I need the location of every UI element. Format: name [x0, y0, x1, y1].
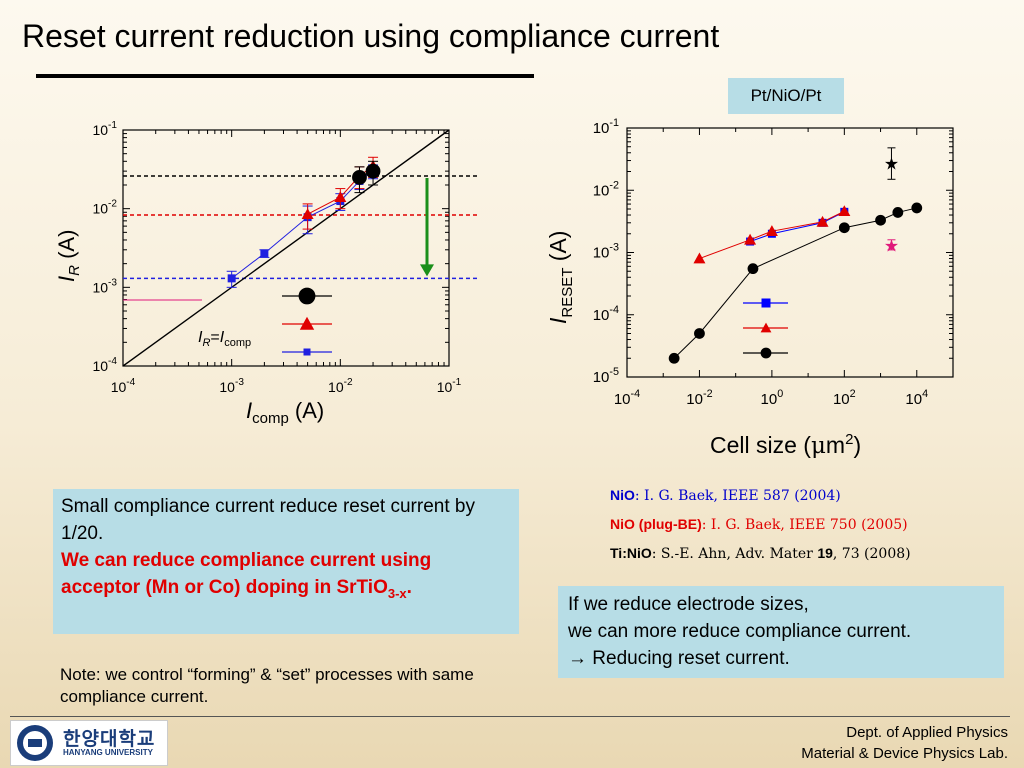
diagonal-line — [122, 129, 450, 367]
legend-marker — [303, 348, 311, 356]
x-tick-label: 10-2 — [686, 388, 712, 408]
data-point — [747, 263, 759, 275]
series-line — [673, 207, 917, 359]
university-emblem-icon — [17, 725, 53, 761]
data-point — [365, 163, 381, 179]
data-point — [693, 252, 706, 264]
reference-nio: NiO: I. G. Baek, IEEE 587 (2004) — [610, 487, 841, 504]
data-point — [668, 352, 680, 364]
data-point — [227, 274, 236, 283]
x-tick-label: 102 — [833, 388, 856, 408]
data-point — [875, 214, 886, 226]
data-point — [260, 249, 269, 258]
x-axis-label: Icomp (A) — [246, 398, 324, 427]
x-axis-label: Cell size (μm2) — [710, 431, 861, 459]
y-tick-label: 10-4 — [593, 304, 619, 324]
data-point — [911, 202, 923, 214]
diagonal-label: IR=Icomp — [198, 329, 251, 349]
data-point — [892, 207, 904, 218]
y-tick-label: 10-4 — [92, 356, 117, 374]
x-tick-label: 100 — [761, 388, 784, 408]
x-tick-label: 104 — [905, 388, 928, 408]
data-point — [301, 208, 314, 220]
x-tick-label: 10-4 — [111, 377, 136, 395]
y-tick-label: 10-3 — [92, 277, 117, 295]
electrode-size-box: If we reduce electrode sizes, we can mor… — [558, 586, 1004, 678]
chart-reset-vs-cellsize: 10-4 10-2 100 102 10410-510-410-310-210-1★★C… — [545, 117, 954, 459]
chart-reset-vs-compliance: 10-4 10-3 10-2 10-1 10-4 10-3 10-2 10-1 IR=Icomp… — [54, 120, 479, 427]
legend-marker — [298, 287, 316, 305]
data-point — [838, 222, 850, 234]
star-marker: ★ — [884, 154, 899, 173]
x-tick-label: 10-3 — [219, 377, 244, 395]
y-tick-label: 10-1 — [92, 120, 117, 138]
department-footer: Dept. of Applied Physics Material & Devi… — [801, 724, 1008, 762]
legend-marker — [299, 316, 315, 330]
summary-text: Small compliance current reduce reset cu… — [61, 496, 475, 544]
process-note: Note: we control “forming” & “set” proce… — [60, 665, 474, 706]
summary-highlight: We can reduce compliance current using a… — [61, 550, 432, 601]
university-logo: 한양대학교 HANYANG UNIVERSITY — [10, 720, 168, 766]
series-line — [231, 170, 374, 279]
data-point — [744, 233, 757, 245]
data-point — [838, 205, 851, 217]
data-point — [694, 328, 705, 339]
legend-marker — [760, 322, 772, 333]
footer-divider — [10, 716, 1010, 717]
y-axis-label: IRESET (A) — [545, 231, 576, 324]
x-tick-label: 10-1 — [437, 377, 462, 395]
x-tick-label: 10-2 — [328, 377, 353, 395]
y-tick-label: 10-2 — [593, 179, 619, 199]
y-tick-label: 10-1 — [593, 117, 619, 137]
reference-tinio: Ti:NiO: S.-E. Ahn, Adv. Mater 19, 73 (20… — [610, 545, 911, 562]
reference-nio-plug: NiO (plug-BE): I. G. Baek, IEEE 750 (200… — [610, 516, 908, 533]
series-line — [749, 211, 845, 243]
plot-frame — [122, 129, 450, 367]
y-tick-label: 10-5 — [593, 366, 619, 386]
y-tick-label: 10-2 — [92, 199, 117, 217]
star-marker: ★ — [884, 236, 899, 255]
y-tick-label: 10-3 — [593, 242, 619, 262]
legend-marker — [760, 347, 772, 359]
y-axis-label: IR (A) — [54, 230, 83, 282]
slide-title: Reset current reduction using compliance… — [22, 18, 720, 54]
data-point — [816, 215, 829, 227]
compliance-summary-box: Small compliance current reduce reset cu… — [53, 489, 519, 634]
data-point — [352, 169, 367, 185]
data-point — [765, 225, 778, 236]
title-underline — [36, 74, 534, 78]
data-point — [334, 191, 347, 202]
x-tick-label: 10-4 — [614, 388, 640, 408]
legend-marker — [761, 298, 771, 308]
stack-label: Pt/NiO/Pt — [728, 78, 844, 114]
reduction-arrowhead — [420, 264, 434, 277]
